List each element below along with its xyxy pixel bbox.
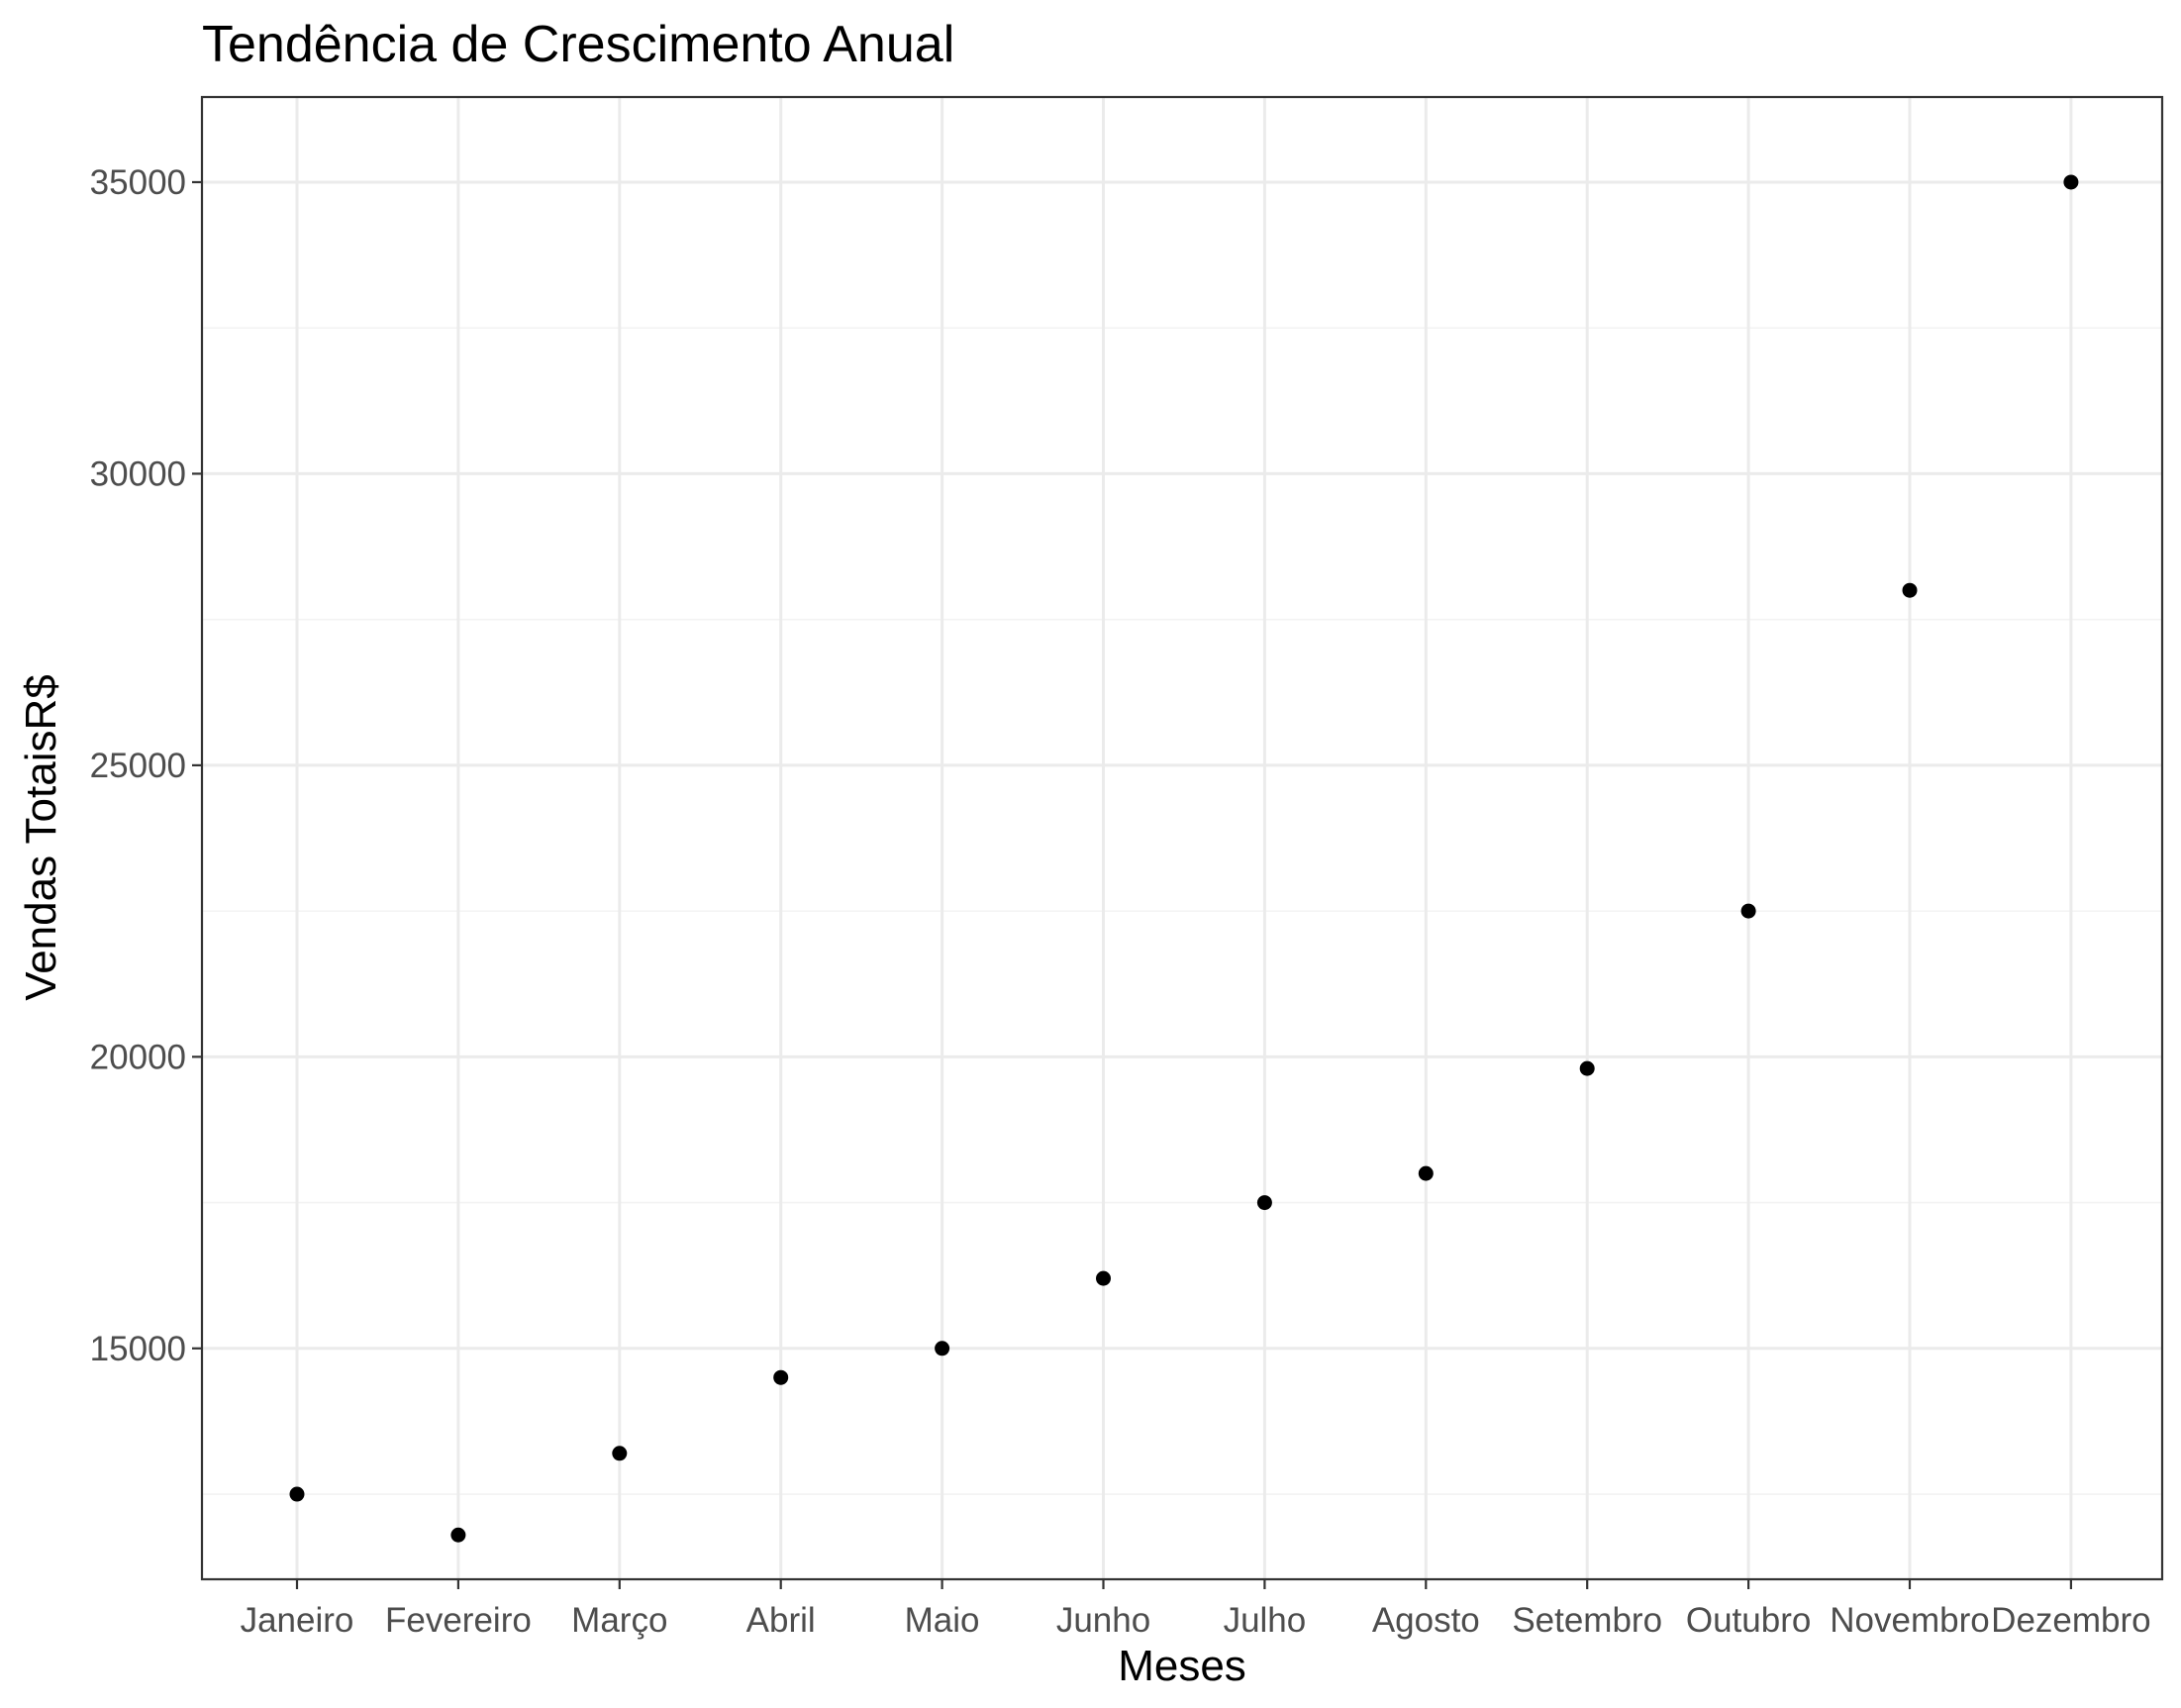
- y-axis-title: Vendas TotaisR$: [17, 674, 65, 1000]
- data-point: [1740, 903, 1756, 919]
- x-tick-label: Junho: [1056, 1601, 1150, 1640]
- x-tick-label: Agosto: [1372, 1601, 1480, 1640]
- x-tick-label: Abril: [746, 1601, 816, 1640]
- y-tick-label: 20000: [90, 1038, 186, 1076]
- x-tick-label: Novembro: [1830, 1601, 1989, 1640]
- plot-panel: [200, 95, 2164, 1581]
- data-point: [1418, 1165, 1434, 1181]
- y-tick-label: 35000: [90, 163, 186, 202]
- data-points: [289, 174, 2079, 1543]
- major-grid: [202, 97, 2162, 1579]
- minor-grid: [202, 327, 2162, 1495]
- y-tick-label: 15000: [90, 1330, 186, 1368]
- x-tick-label: Janeiro: [241, 1601, 354, 1640]
- y-tick-label: 25000: [90, 747, 186, 785]
- panel-border: [200, 95, 2164, 1581]
- y-tick-label: 30000: [90, 454, 186, 493]
- data-point: [450, 1527, 466, 1543]
- x-axis: Janeiro Fevereiro Março Abril Maio Junho Julho…: [241, 1579, 2151, 1640]
- panel-background: [202, 97, 2162, 1579]
- x-tick-label: Março: [571, 1601, 667, 1640]
- data-point: [1256, 1195, 1272, 1211]
- x-tick-label: Fevereiro: [385, 1601, 532, 1640]
- data-point: [935, 1341, 950, 1356]
- x-tick-label: Julho: [1224, 1601, 1307, 1640]
- data-point: [289, 1486, 305, 1502]
- x-tick-label: Outubro: [1686, 1601, 1811, 1640]
- data-point: [773, 1369, 789, 1385]
- data-point: [2063, 174, 2079, 190]
- x-axis-title: Meses: [1118, 1642, 1246, 1690]
- chart-title: Tendência de Crescimento Anual: [202, 16, 954, 73]
- data-point: [1579, 1060, 1595, 1076]
- x-tick-label: Dezembro: [1991, 1601, 2150, 1640]
- data-point: [1096, 1270, 1111, 1286]
- x-tick-label: Maio: [905, 1601, 980, 1640]
- data-point: [612, 1446, 628, 1461]
- x-tick-label: Setembro: [1512, 1601, 1662, 1640]
- data-point: [1902, 582, 1918, 598]
- y-axis: 15000 20000 25000 30000 35000: [90, 163, 202, 1368]
